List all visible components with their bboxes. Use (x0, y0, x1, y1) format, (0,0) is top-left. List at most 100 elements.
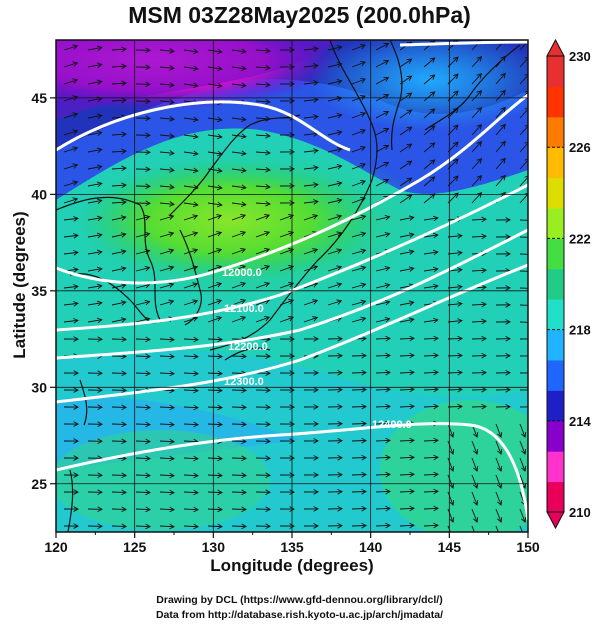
streamline-arrowhead (265, 523, 271, 530)
streamline-arrowhead (73, 387, 79, 393)
streamline-segment (231, 248, 246, 255)
streamline-arrowhead (385, 522, 391, 529)
streamline-arrowhead (217, 489, 223, 496)
streamline-arrowhead (313, 404, 319, 410)
streamline-arrowhead (406, 92, 413, 98)
streamline-arrowhead (496, 432, 503, 438)
streamline-arrowhead (530, 235, 534, 240)
streamline-arrowhead (73, 318, 79, 324)
streamline-arrowhead (193, 370, 199, 377)
streamline-segment (279, 316, 294, 323)
streamline-arrowhead (192, 231, 199, 237)
streamline-segment (159, 508, 175, 511)
streamline-segment (303, 215, 318, 221)
streamline-arrowhead (384, 282, 391, 289)
streamline-segment (351, 61, 366, 68)
streamline-arrowhead (72, 146, 79, 152)
streamline-segment (255, 316, 270, 323)
streamline-arrowhead (73, 455, 79, 461)
streamline-segment (255, 117, 270, 120)
streamline-arrowhead (360, 162, 367, 169)
streamline-arrowhead (168, 231, 175, 237)
streamline-arrowhead (361, 471, 367, 478)
streamline-arrowhead (336, 147, 343, 153)
streamline-segment (279, 231, 294, 238)
streamline-arrowhead (73, 336, 79, 342)
streamline-segment (495, 175, 506, 187)
streamline-arrowhead (313, 506, 319, 512)
streamline-segment (135, 372, 151, 375)
streamline-arrowhead (336, 198, 343, 204)
streamline-arrowhead (472, 517, 479, 523)
streamline-segment (183, 134, 198, 138)
colorbar-segment (547, 238, 564, 270)
streamline-arrowhead (169, 201, 175, 207)
streamline-segment (423, 57, 435, 68)
credit-line-2: Data from http://database.rish.kyoto-u.a… (155, 609, 444, 621)
streamline-segment (135, 338, 151, 341)
streamline-segment (63, 130, 78, 136)
streamline-arrowhead (121, 472, 127, 479)
streamline-segment (183, 317, 198, 323)
streamline-segment (423, 507, 439, 510)
streamline-segment (183, 338, 199, 341)
streamline-segment (351, 525, 367, 527)
streamline-segment (423, 142, 435, 153)
streamline-arrowhead (216, 231, 223, 237)
streamline-segment (447, 337, 463, 340)
contour-11900 (56, 100, 351, 152)
streamline-segment (87, 285, 102, 289)
streamline-segment (375, 43, 389, 51)
streamline-arrowhead (500, 55, 506, 62)
streamline-segment (399, 177, 412, 187)
streamline-segment (351, 355, 367, 357)
colorbar-segment (547, 116, 564, 148)
streamline-segment (447, 286, 462, 289)
streamline-segment (87, 234, 102, 238)
streamline-segment (255, 66, 270, 69)
streamline-arrowhead (288, 231, 295, 237)
streamline-arrowhead (337, 522, 343, 529)
streamline-segment (375, 422, 391, 425)
streamline-arrowhead (289, 472, 295, 478)
contour-label: 12000.0 (222, 267, 262, 279)
streamline-arrowhead (313, 438, 319, 444)
streamline-segment (303, 300, 318, 306)
streamline-segment (231, 457, 247, 459)
streamline-segment (207, 508, 223, 511)
streamline-arrowhead (193, 455, 199, 462)
streamline-arrowhead (457, 335, 463, 342)
streamline-arrowhead (193, 133, 199, 140)
colorbar-segment (547, 329, 564, 361)
streamline-arrowhead (432, 215, 439, 222)
streamline-arrowhead (409, 386, 415, 393)
streamline-arrowhead (289, 81, 295, 87)
streamline-arrowhead (312, 214, 319, 220)
streamline-arrowhead (169, 404, 175, 411)
streamline-arrowhead (240, 214, 247, 220)
streamline-segment (183, 49, 198, 53)
streamline-arrowhead (385, 488, 391, 495)
streamline-arrowhead (383, 161, 390, 167)
streamline-arrowhead (193, 336, 199, 343)
streamline-segment (183, 355, 199, 358)
streamline-arrowhead (121, 80, 127, 87)
streamline-segment (63, 181, 78, 187)
streamline-segment (375, 371, 391, 374)
streamline-arrowhead (73, 421, 79, 427)
streamline-segment (399, 405, 415, 408)
streamline-segment (495, 90, 506, 102)
streamline-arrowhead (241, 523, 247, 530)
streamline-arrowhead (524, 192, 528, 198)
streamline-segment (159, 83, 174, 86)
streamline-arrowhead (73, 523, 79, 529)
streamline-segment (111, 48, 126, 51)
streamline-segment (207, 457, 223, 460)
contour-label: 12300.0 (224, 376, 264, 388)
streamline-arrowhead (409, 505, 415, 512)
x-tick-label: 140 (359, 539, 383, 555)
streamline-arrowhead (145, 472, 151, 479)
streamline-arrowhead (264, 248, 271, 254)
streamline-arrowhead (193, 167, 199, 174)
